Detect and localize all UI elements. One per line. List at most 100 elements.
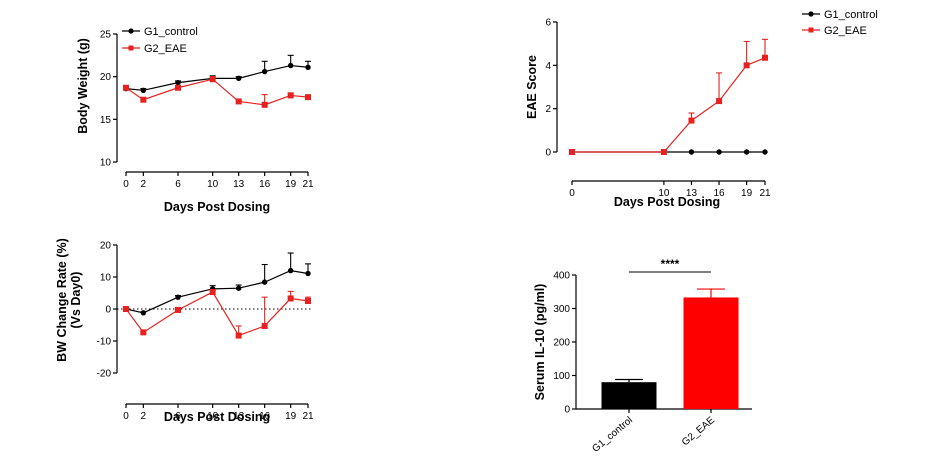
series-g1-control xyxy=(123,252,311,316)
y-tick-label: 300 xyxy=(553,304,570,315)
legend-label-g1-control: G1_control xyxy=(824,9,878,21)
data-point xyxy=(175,79,181,86)
y-tick-label: 10 xyxy=(100,273,112,284)
x-tick-label: 0 xyxy=(569,188,575,199)
data-point xyxy=(235,332,242,339)
data-point xyxy=(175,84,181,91)
data-point xyxy=(287,295,294,302)
bar-g1-control xyxy=(601,382,657,409)
y-tick-label: 20 xyxy=(100,241,112,252)
x-tick-label: 10 xyxy=(658,188,670,199)
x-tick-label: 19 xyxy=(741,188,753,199)
legend-label-g2-eae: G2_EAE xyxy=(824,25,867,37)
x-tick-label: 19 xyxy=(285,411,297,422)
data-point xyxy=(569,149,575,155)
x-axis-title: Days Post Dosing xyxy=(164,410,270,424)
x-tick-label: 0 xyxy=(123,179,129,190)
data-point xyxy=(209,289,216,296)
data-point xyxy=(261,279,268,285)
data-point xyxy=(305,94,311,101)
y-tick-label: 100 xyxy=(553,371,570,382)
data-point xyxy=(209,76,216,83)
data-point xyxy=(305,64,311,70)
data-point xyxy=(287,62,294,69)
panel-serum-il10-chart: 0 100 200 300 400 G1_control G2_EAE **** Serum I… xyxy=(533,257,752,455)
y-tick-label: 20 xyxy=(100,72,112,83)
data-point xyxy=(688,117,695,124)
x-tick-label: 21 xyxy=(302,411,314,422)
x-tick-label: 10 xyxy=(207,411,219,422)
series-g2-eae-line xyxy=(125,78,309,106)
legend-label-g2-eae: G2_EAE xyxy=(144,43,187,55)
y-axis-title-line2: (Vs Day0) xyxy=(69,272,83,329)
x-tick-label: 13 xyxy=(233,179,245,190)
data-point xyxy=(140,87,147,94)
data-point xyxy=(140,96,147,103)
data-point xyxy=(261,68,268,75)
x-tick-label: G2_EAE xyxy=(680,415,717,449)
y-axis-title: EAE Score xyxy=(525,55,539,119)
x-tick-label: 10 xyxy=(207,179,219,190)
data-point xyxy=(743,149,750,155)
x-tick-label: 21 xyxy=(759,188,771,199)
significance-label: **** xyxy=(661,257,680,271)
y-tick-label: 0 xyxy=(564,405,570,416)
x-tick-label: 13 xyxy=(686,188,698,199)
data-point xyxy=(305,298,311,304)
y-tick-label: 200 xyxy=(553,338,570,349)
y-tick-label: 0 xyxy=(105,305,111,316)
series-g2-eae xyxy=(123,76,311,108)
legend-marker-g2-eae xyxy=(808,27,814,33)
data-point xyxy=(688,149,695,155)
legend-eae-score: G1_control G2_EAE xyxy=(802,9,878,37)
series-g2-eae-line xyxy=(572,57,766,153)
y-tick-label: -20 xyxy=(97,369,112,380)
x-tick-label: G1_control xyxy=(590,415,635,455)
legend-label-g1-control: G1_control xyxy=(144,26,198,38)
x-axis-title: Days Post Dosing xyxy=(164,200,270,214)
data-point xyxy=(235,75,242,82)
data-point xyxy=(261,101,268,108)
data-point xyxy=(660,149,667,155)
data-point xyxy=(305,270,311,277)
series-g2-eae-line xyxy=(125,291,309,337)
data-point xyxy=(175,294,181,300)
y-tick-label: 25 xyxy=(100,30,112,41)
x-tick-label: 6 xyxy=(175,411,181,422)
x-tick-label: 16 xyxy=(259,411,271,422)
series-g1-control-line xyxy=(125,64,309,91)
panel-eae-score-chart: 0 2 4 6 0 10 13 16 19 21 Days Post Dosing EAE Score xyxy=(525,18,771,210)
data-point xyxy=(261,322,268,329)
y-tick-label: -10 xyxy=(97,337,112,348)
series-g2-eae xyxy=(569,38,768,155)
x-tick-label: 2 xyxy=(141,179,147,190)
x-axis-title: Days Post Dosing xyxy=(614,195,720,209)
y-tick-label: 15 xyxy=(100,115,112,126)
legend-marker-g1-control xyxy=(808,11,814,17)
legend-marker-g1-control xyxy=(128,28,134,34)
x-tick-label: 16 xyxy=(259,179,271,190)
panel-bw-change-chart: -20 -10 0 10 20 0 2 6 10 13 16 19 21 Days Post Dosing… xyxy=(55,238,314,424)
data-point xyxy=(762,149,768,155)
x-tick-label: 21 xyxy=(302,179,314,190)
y-axis-title: Body Weight (g) xyxy=(76,38,90,134)
data-point xyxy=(140,310,147,316)
x-tick-label: 6 xyxy=(175,179,181,190)
data-point xyxy=(140,329,147,336)
data-point xyxy=(123,84,129,91)
panel-body-weight-chart: 10 15 20 25 0 2 6 10 13 16 19 21 Days Post Dosing Bod… xyxy=(76,30,314,215)
x-tick-label: 16 xyxy=(713,188,725,199)
y-tick-label: 0 xyxy=(545,148,551,159)
data-point xyxy=(123,306,129,312)
y-tick-label: 400 xyxy=(553,271,570,282)
x-tick-label: 2 xyxy=(141,411,147,422)
x-tick-label: 13 xyxy=(233,411,245,422)
data-point xyxy=(716,98,723,105)
data-point xyxy=(743,62,750,69)
x-tick-label: 0 xyxy=(123,411,129,422)
bar-g2-eae xyxy=(683,297,739,409)
y-tick-label: 10 xyxy=(100,158,112,169)
data-point xyxy=(762,54,768,61)
series-g1-control xyxy=(123,54,311,94)
